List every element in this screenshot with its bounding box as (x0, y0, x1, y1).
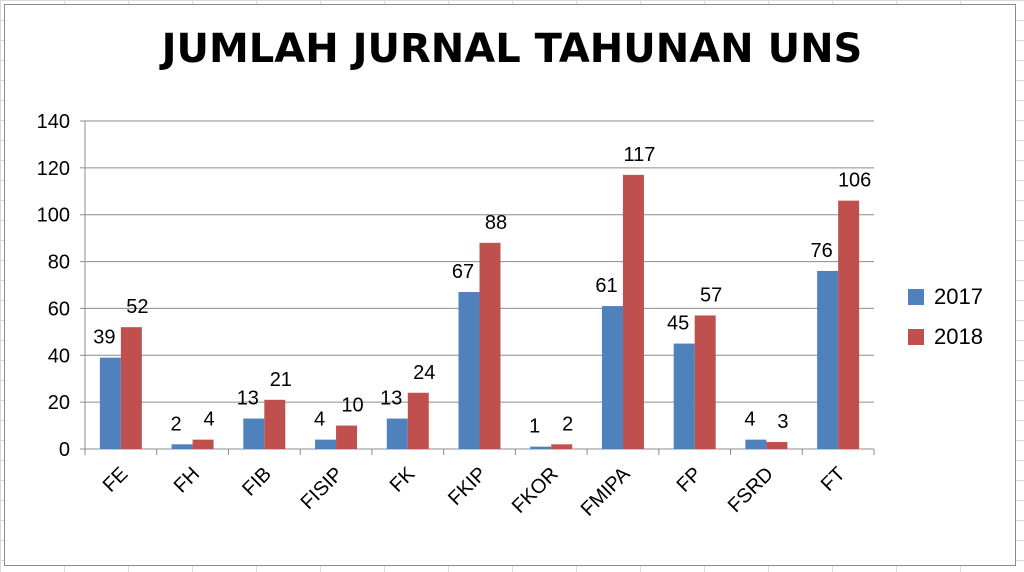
bar-fkip-2017 (458, 292, 480, 449)
bar-fsrd-2018 (766, 441, 788, 449)
x-tick-label-fib: FIB (238, 463, 276, 501)
bar-fib-2018 (264, 399, 286, 449)
bar-fkip-2018 (479, 242, 501, 449)
bar-ft-2018 (838, 200, 860, 449)
data-label-fp-2018: 57 (700, 284, 722, 306)
data-label-fsrd-2017: 4 (744, 409, 755, 431)
data-label-fe-2017: 39 (93, 327, 115, 349)
y-tick-label-60: 60 (48, 298, 70, 320)
legend-swatch-2017 (908, 289, 924, 305)
legend-label-2018: 2018 (934, 324, 983, 349)
data-label-fsrd-2018: 3 (777, 411, 788, 433)
bar-fe-2018 (120, 327, 142, 449)
y-tick-label-20: 20 (48, 392, 70, 414)
data-label-fmipa-2018: 117 (624, 144, 656, 166)
data-label-fh-2018: 4 (204, 409, 215, 431)
x-tick-label-fsrd: FSRD (724, 463, 778, 517)
x-tick-label-ft: FT (817, 463, 850, 496)
data-label-fk-2018: 24 (413, 362, 435, 384)
legend-swatch-2018 (908, 329, 924, 345)
bar-fkor-2018 (551, 444, 573, 449)
x-tick-label-fe: FE (99, 463, 133, 497)
legend-item-2018: 2018 (908, 324, 983, 350)
x-tick-label-fisip: FISIP (297, 463, 348, 514)
bar-ft-2017 (817, 270, 839, 449)
bar-fkor-2017 (530, 446, 552, 449)
bar-fsrd-2017 (745, 439, 767, 449)
data-label-fisip-2018: 10 (341, 395, 363, 417)
x-tick-label-fkip: FKIP (444, 463, 491, 510)
y-tick-label-100: 100 (37, 205, 70, 227)
x-tick-label-fkor: FKOR (508, 463, 563, 518)
y-tick-label-120: 120 (37, 158, 70, 180)
bar-fisip-2018 (336, 425, 358, 449)
bar-fh-2017 (171, 444, 193, 449)
bar-fmipa-2017 (601, 306, 623, 449)
data-label-fmipa-2017: 61 (595, 275, 617, 297)
data-label-fkip-2017: 67 (452, 261, 474, 283)
bar-fk-2017 (386, 418, 408, 449)
y-tick-label-80: 80 (48, 252, 70, 274)
x-tick-label-fmipa: FMIPA (577, 463, 635, 521)
chart-legend: 2017 2018 (908, 284, 983, 364)
x-tick-label-fh: FH (170, 463, 204, 497)
bar-fp-2018 (694, 315, 716, 449)
data-label-ft-2018: 106 (838, 170, 871, 192)
data-label-fkip-2018: 88 (485, 212, 507, 234)
data-label-fib-2018: 21 (270, 369, 292, 391)
legend-item-2017: 2017 (908, 284, 983, 310)
bar-fisip-2017 (315, 439, 337, 449)
chart-title: JUMLAH JURNAL TAHUNAN UNS (161, 26, 863, 72)
data-label-fisip-2017: 4 (314, 409, 325, 431)
legend-label-2017: 2017 (934, 284, 983, 309)
bar-fe-2017 (99, 357, 121, 449)
x-tick-label-fk: FK (386, 463, 420, 497)
bar-fmipa-2018 (622, 174, 644, 449)
data-label-fk-2017: 13 (380, 388, 402, 410)
bar-fib-2017 (243, 418, 265, 449)
bar-fh-2018 (192, 439, 214, 449)
bar-fp-2017 (673, 343, 695, 449)
bar-fk-2018 (407, 392, 429, 449)
data-label-fib-2017: 13 (237, 388, 259, 410)
data-label-fe-2018: 52 (126, 296, 148, 318)
data-label-ft-2017: 76 (811, 240, 833, 262)
data-label-fp-2017: 45 (667, 313, 689, 335)
x-tick-label-fp: FP (673, 463, 707, 497)
data-label-fh-2017: 2 (171, 413, 182, 435)
data-label-fkor-2018: 2 (562, 413, 573, 435)
data-label-fkor-2017: 1 (529, 416, 540, 438)
y-tick-label-140: 140 (37, 111, 70, 133)
y-tick-label-0: 0 (59, 439, 70, 461)
y-tick-label-40: 40 (48, 345, 70, 367)
